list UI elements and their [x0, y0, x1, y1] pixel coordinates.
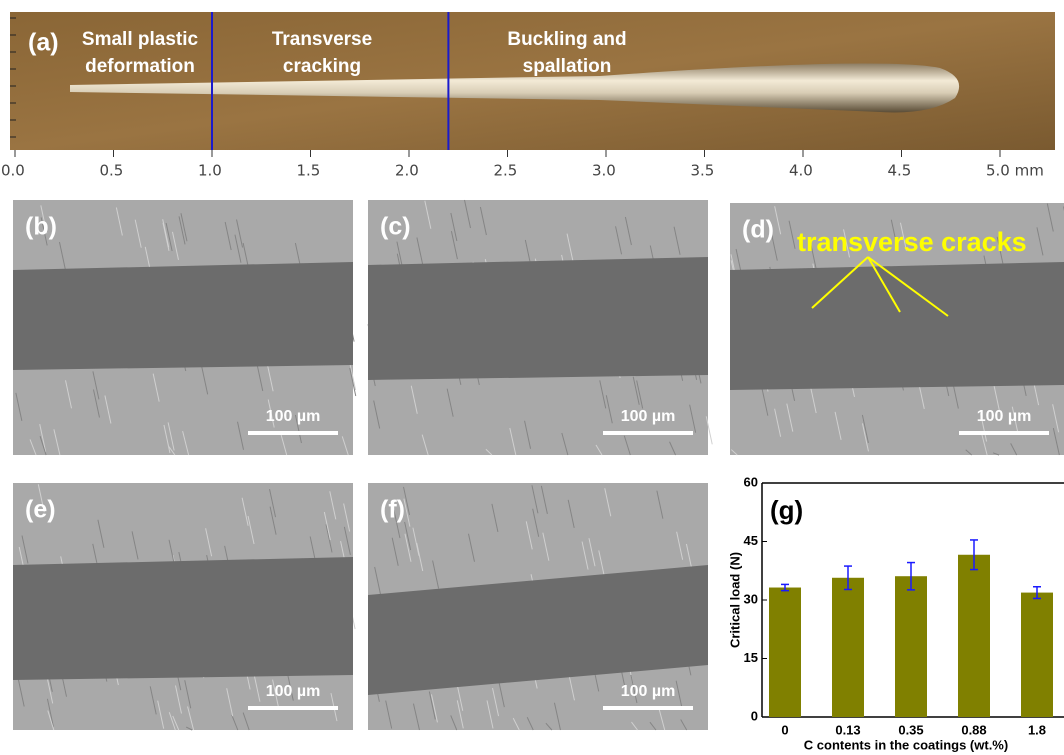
annotation: transverse cracks: [797, 227, 1027, 257]
figure: 0 15 30 45 60 Critical load (N) C contents in …: [0, 0, 1064, 755]
y-tick-label: 60: [744, 474, 758, 489]
zone-label: Transverse: [272, 29, 372, 50]
zone-label: Small plastic: [82, 29, 199, 50]
x-tick-label: 0.0: [1, 162, 25, 180]
bar: [895, 576, 927, 717]
x-tick-label: 5.0 mm: [986, 162, 1044, 180]
scratch-band: [13, 557, 353, 680]
panel-label: (f): [380, 496, 405, 524]
y-tick-label: 0: [751, 708, 758, 723]
panel-label: (b): [25, 213, 57, 241]
zone-label: deformation: [85, 56, 195, 77]
x-tick-label: 0.88: [961, 722, 986, 737]
x-tick-label: 3.0: [592, 162, 616, 180]
x-tick-label: 4.0: [789, 162, 813, 180]
scratch-band: [730, 262, 1064, 390]
bar: [1021, 593, 1053, 717]
x-tick-label: 2.5: [494, 162, 518, 180]
zone-label: spallation: [523, 56, 612, 77]
zone-label: cracking: [283, 56, 361, 77]
scale-bar-label: 100 µm: [977, 408, 1032, 425]
panel-label: (a): [28, 29, 59, 57]
panel-label: (d): [742, 216, 774, 244]
x-tick-label: 2.0: [395, 162, 419, 180]
chart-panel: 0 15 30 45 60 Critical load (N) C contents in …: [727, 474, 1064, 755]
scratch-band: [368, 257, 708, 380]
x-tick-label: 0: [781, 722, 788, 737]
x-tick-label: 1.5: [297, 162, 321, 180]
y-tick-label: 45: [744, 533, 758, 548]
x-tick-label: 4.5: [888, 162, 912, 180]
y-axis-label: Critical load (N): [727, 552, 742, 648]
x-tick-label: 3.5: [691, 162, 715, 180]
x-tick-label: 1.8: [1028, 722, 1046, 737]
scale-bar-label: 100 µm: [621, 683, 676, 700]
scale-bar-label: 100 µm: [266, 408, 321, 425]
x-tick-label: 0.13: [835, 722, 860, 737]
y-tick-label: 15: [744, 650, 758, 665]
panel-label: (c): [380, 213, 411, 241]
x-axis-label: C contents in the coatings (wt.%): [804, 737, 1008, 752]
scratch-band: [13, 262, 353, 370]
x-tick-label: 1.0: [198, 162, 222, 180]
zone-label: Buckling and: [507, 29, 626, 50]
x-tick-label: 0.5: [100, 162, 124, 180]
chart-label: (g): [770, 495, 803, 525]
bar: [769, 588, 801, 717]
panel-label: (e): [25, 496, 56, 524]
bar: [832, 578, 864, 717]
y-tick-label: 30: [744, 591, 758, 606]
scale-bar-label: 100 µm: [621, 408, 676, 425]
scale-bar-label: 100 µm: [266, 683, 321, 700]
bar: [958, 555, 990, 717]
x-tick-label: 0.35: [898, 722, 923, 737]
